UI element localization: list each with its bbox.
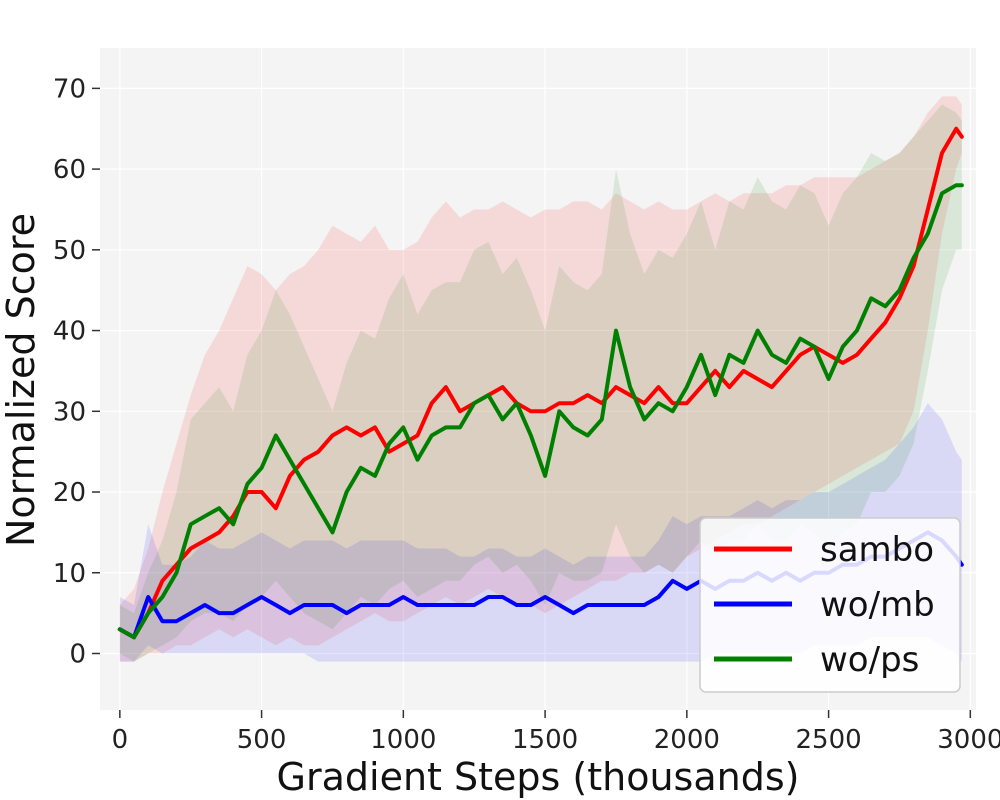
x-tick-label: 0 xyxy=(112,725,129,755)
y-tick-label: 0 xyxy=(69,639,86,669)
y-axis-title: Normalized Score xyxy=(0,213,43,547)
y-tick-label: 70 xyxy=(53,74,86,104)
x-tick-label: 2000 xyxy=(654,725,720,755)
y-tick-label: 60 xyxy=(53,155,86,185)
series-line-sambo xyxy=(117,126,964,640)
x-tick-label: 2500 xyxy=(795,725,861,755)
x-tick-label: 3000 xyxy=(937,725,1000,755)
y-tick-label: 20 xyxy=(53,478,86,508)
legend: sambo wo/mb wo/ps xyxy=(699,517,961,693)
legend-label: wo/ps xyxy=(820,640,919,680)
x-axis-title: Gradient Steps (thousands) xyxy=(277,755,800,799)
legend-label: wo/mb xyxy=(820,585,935,625)
y-tick-label: 10 xyxy=(53,559,86,589)
x-tick-label: 1000 xyxy=(370,725,436,755)
y-axis: 0 10 20 30 40 50 60 70 xyxy=(53,74,100,669)
x-tick-label: 1500 xyxy=(512,725,578,755)
series-line-wo-ps xyxy=(117,183,964,640)
y-tick-label: 30 xyxy=(53,397,86,427)
x-tick-label: 500 xyxy=(237,725,287,755)
y-tick-label: 50 xyxy=(53,236,86,266)
y-tick-label: 40 xyxy=(53,317,86,347)
legend-box xyxy=(699,517,961,693)
legend-label: sambo xyxy=(820,530,934,570)
x-axis: 0 500 1000 1500 2000 2500 3000 xyxy=(112,710,1000,755)
